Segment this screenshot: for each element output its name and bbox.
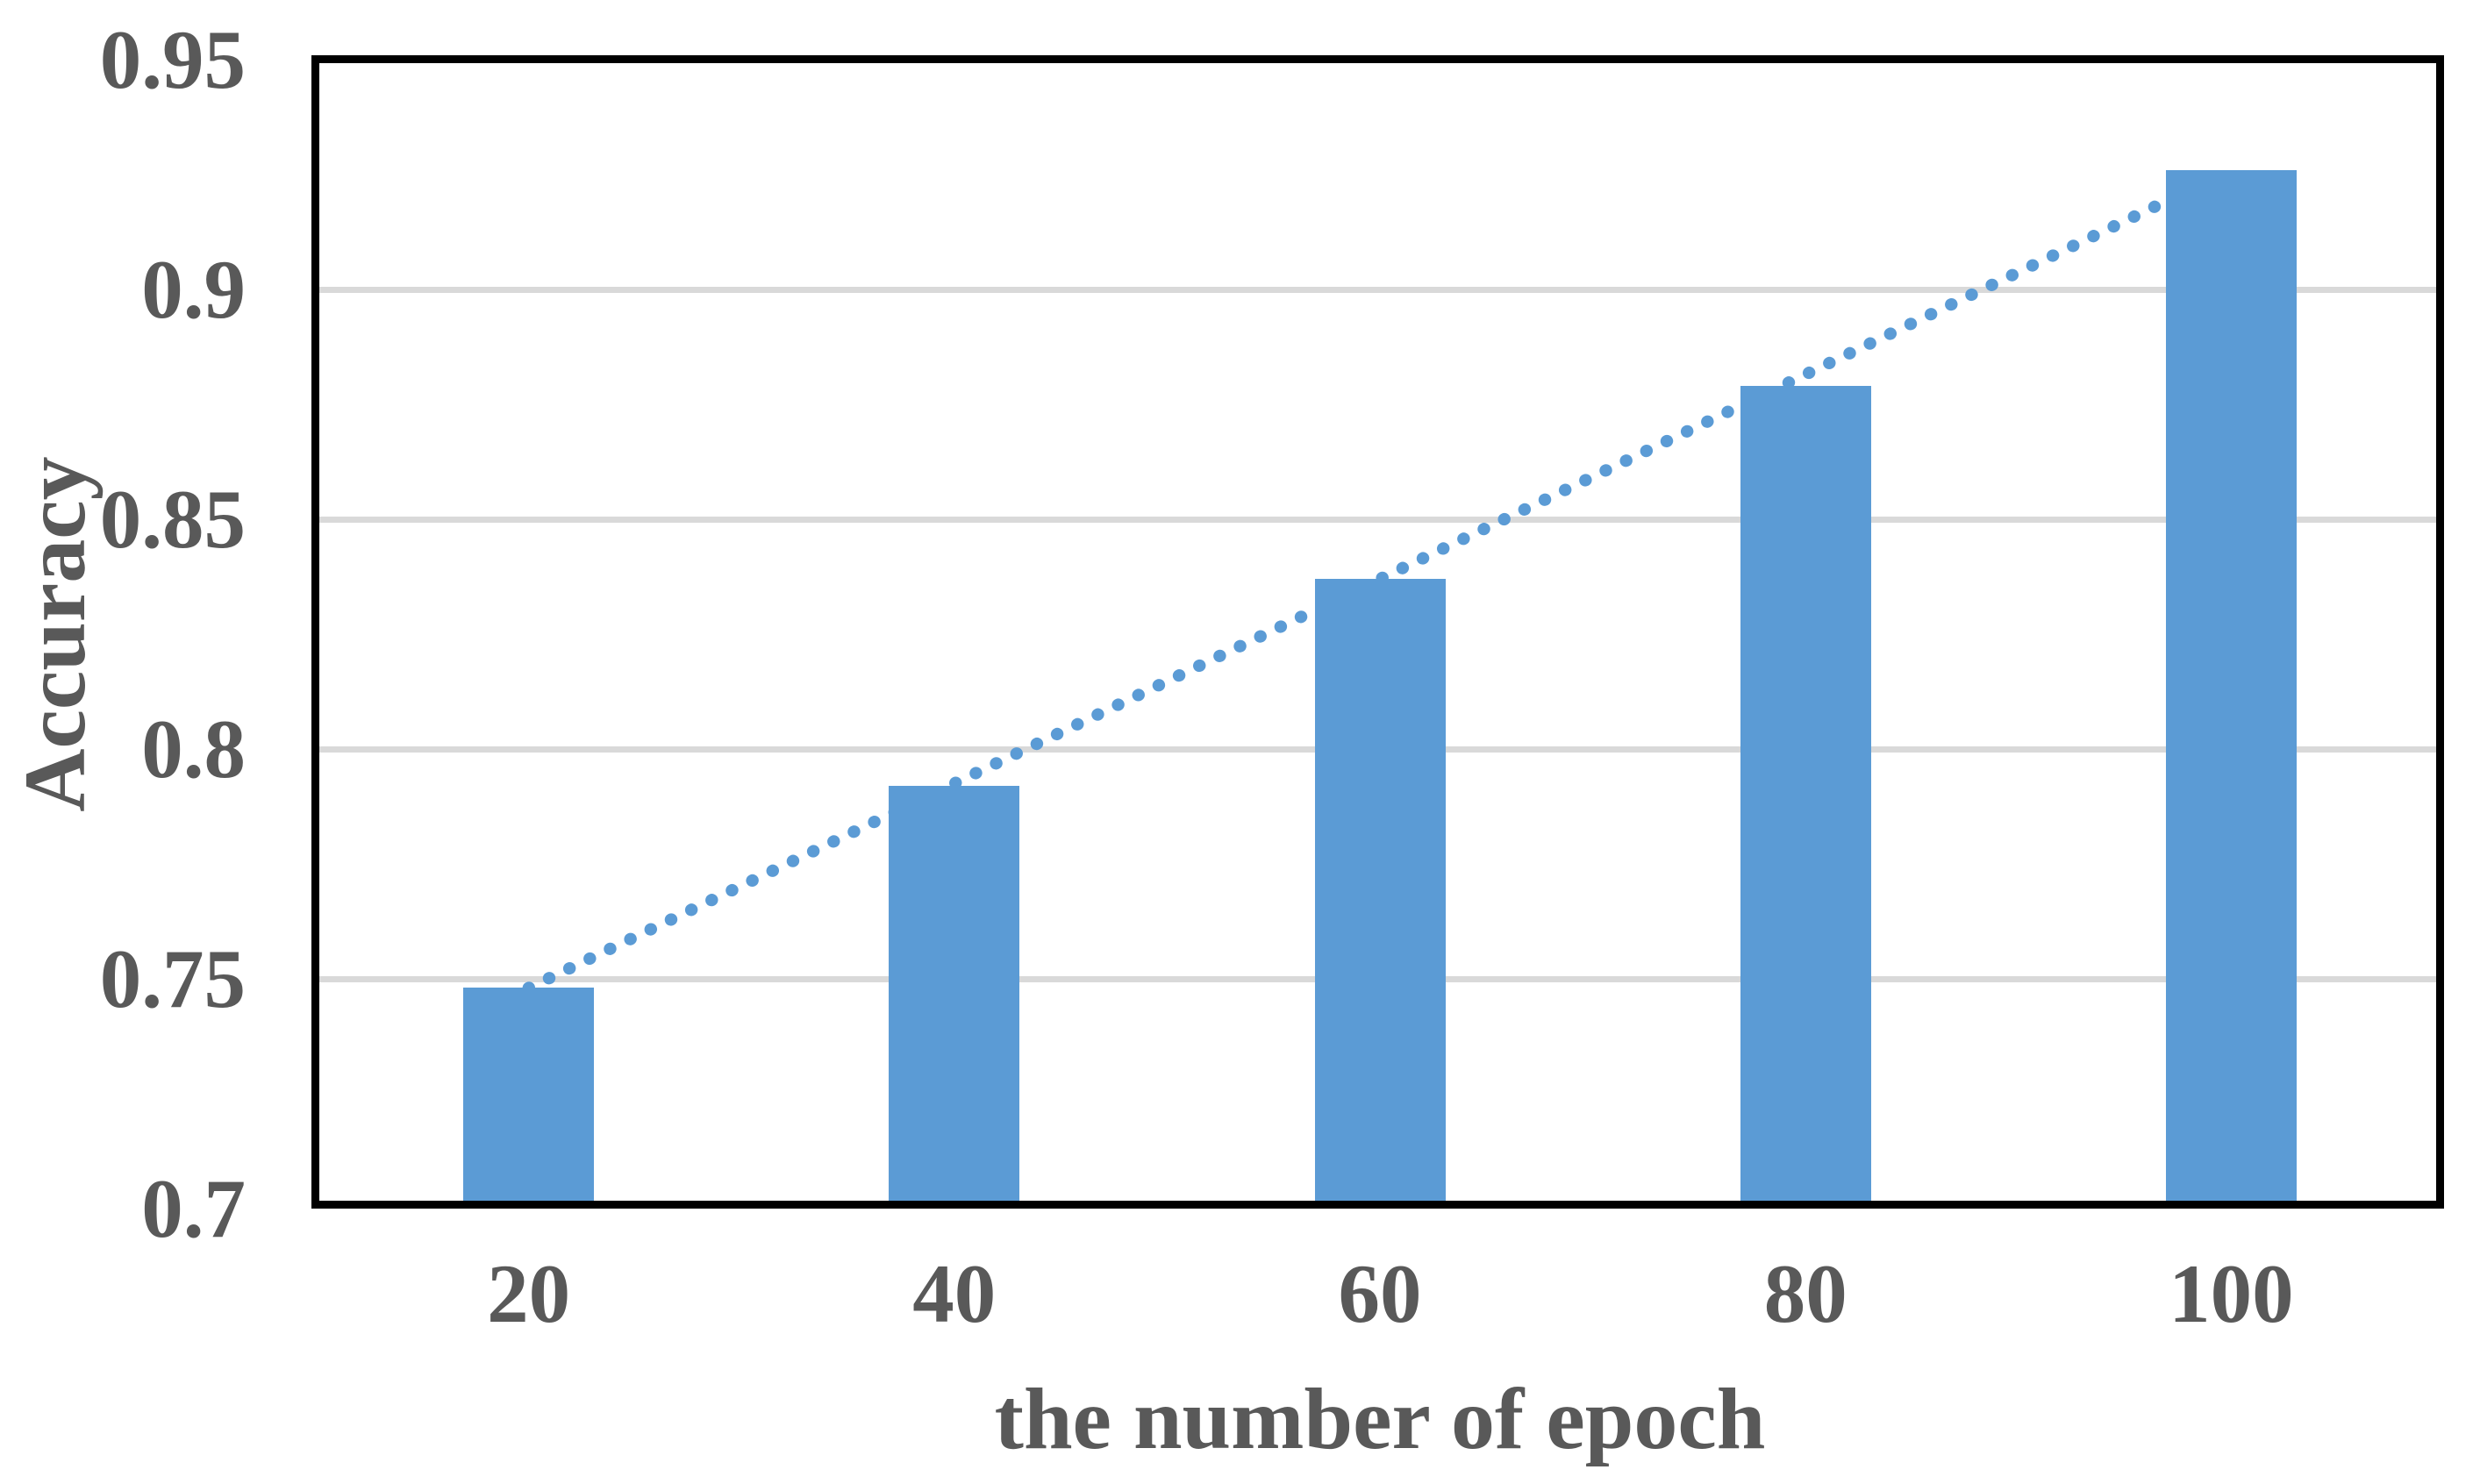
y-tick-label: 0.7 [141,1161,246,1255]
x-tick-label-100: 100 [2169,1247,2294,1340]
y-tick-label: 0.9 [141,242,246,336]
x-tick-label-20: 20 [487,1247,571,1340]
y-tick-label: 0.95 [99,12,246,106]
x-tick-label-80: 80 [1763,1247,1847,1340]
x-tick-label-40: 40 [912,1247,997,1340]
bar-80 [1740,386,1871,1209]
gridline-0.9 [319,286,2441,293]
y-tick-label: 0.8 [141,702,246,796]
gridline-0.85 [319,516,2441,523]
y-tick-label: 0.85 [99,472,246,566]
y-axis-title: Accuracy [6,456,104,812]
bar-20 [463,988,595,1209]
bar-60 [1314,579,1446,1209]
bar-100 [2165,169,2297,1209]
plot-area-border [311,55,2444,1209]
x-axis-title: the number of epoch [994,1370,1766,1467]
bar-40 [889,785,1020,1209]
y-tick-label: 0.75 [99,931,246,1025]
x-tick-label-60: 60 [1338,1247,1422,1340]
